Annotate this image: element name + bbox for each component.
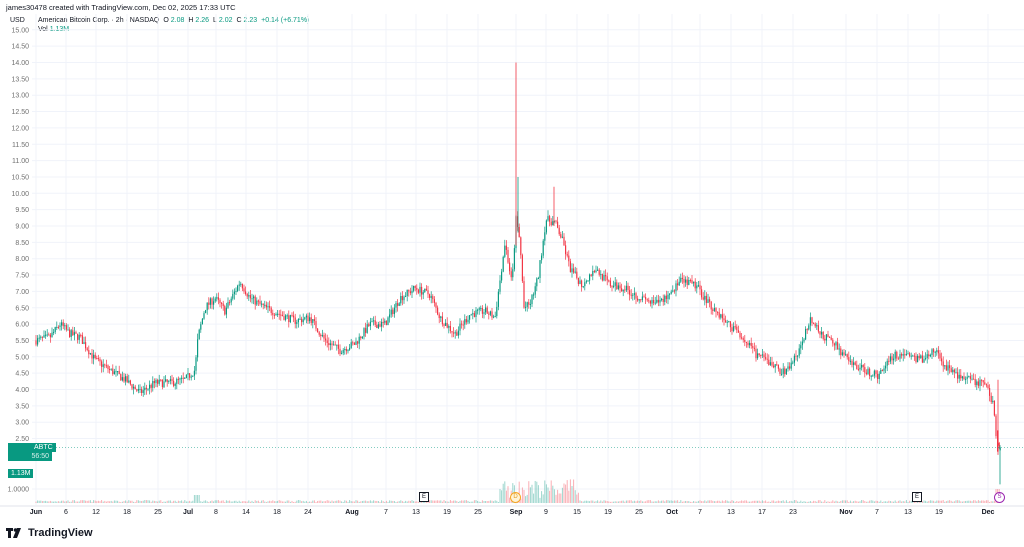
high-label: H	[188, 17, 194, 24]
open-label: O	[163, 17, 169, 24]
earnings-marker[interactable]: E	[419, 492, 429, 502]
x-axis-label: 12	[92, 509, 100, 516]
y-axis-label: 10.00	[11, 191, 29, 198]
x-axis-label: Nov	[839, 509, 852, 516]
x-axis-label: 25	[154, 509, 162, 516]
x-axis-label: 7	[698, 509, 702, 516]
earnings-marker[interactable]: E	[912, 492, 922, 502]
y-axis-label: 12.50	[11, 109, 29, 116]
x-axis-label: 13	[412, 509, 420, 516]
x-axis-label: Jun	[30, 509, 42, 516]
y-axis-label: 11.00	[12, 158, 29, 165]
x-axis-label: 25	[474, 509, 482, 516]
x-axis-label: Aug	[345, 509, 359, 516]
symbol-legend: American Bitcoin Corp. · 2h · NASDAQ O 2.…	[38, 17, 311, 24]
candles	[35, 210, 1000, 449]
y-axis-label: 5.00	[15, 354, 29, 361]
x-axis-label: 23	[789, 509, 797, 516]
y-axis-label: 15.00	[11, 27, 29, 34]
x-axis-label: 7	[384, 509, 388, 516]
y-axis-label: 3.00	[15, 420, 29, 427]
x-axis-label: 15	[573, 509, 581, 516]
high-value: 2.26	[195, 17, 210, 24]
low-value: 2.02	[218, 17, 233, 24]
x-axis-label: 18	[273, 509, 281, 516]
chart-credit: james30478 created with TradingView.com,…	[6, 3, 236, 12]
close-value: 2.23	[243, 17, 258, 24]
tradingview-logo-text: TradingView	[28, 527, 93, 539]
close-label: C	[236, 17, 242, 24]
split-marker[interactable]: S	[994, 492, 1005, 503]
y-axis-label: 14.50	[11, 44, 29, 51]
x-axis-label: 25	[635, 509, 643, 516]
x-axis-label: 13	[904, 509, 912, 516]
x-axis-label: 19	[443, 509, 451, 516]
y-axis-label: 13.00	[11, 93, 29, 100]
x-axis-label: 18	[123, 509, 131, 516]
y-axis-label: 9.00	[15, 224, 29, 231]
tradingview-logo: TradingView	[6, 527, 93, 539]
x-axis-label: 8	[214, 509, 218, 516]
x-axis-label: Sep	[510, 509, 523, 516]
y-axis-label: 6.50	[15, 305, 29, 312]
volume-bars	[35, 479, 1000, 503]
y-axis-label: 11.50	[12, 142, 29, 149]
x-axis-label: 13	[727, 509, 735, 516]
volume-tag: 1.13M	[8, 469, 34, 478]
symbol-tag: ABTC	[31, 443, 56, 452]
y-axis-label: 8.00	[15, 256, 29, 263]
x-axis-label: Oct	[666, 509, 678, 516]
y-axis-label: 7.50	[15, 273, 29, 280]
dividend-marker[interactable]: D	[510, 492, 521, 503]
y-axis-label: 5.50	[15, 338, 29, 345]
x-axis-label: 7	[875, 509, 879, 516]
symbol-title: American Bitcoin Corp. · 2h · NASDAQ	[38, 17, 160, 24]
open-value: 2.08	[170, 17, 185, 24]
currency-label: USD	[10, 17, 25, 24]
y-axis-label: 3.50	[15, 403, 29, 410]
y-axis-label: 13.50	[11, 76, 29, 83]
x-axis-label: 17	[758, 509, 766, 516]
y-axis-label: 4.50	[15, 371, 29, 378]
y-axis-label: 1.0000	[8, 487, 30, 494]
y-axis-label: 12.00	[11, 125, 29, 132]
y-axis-label: 7.00	[15, 289, 29, 296]
x-axis-label: 9	[544, 509, 548, 516]
y-axis-label: 8.50	[15, 240, 29, 247]
x-axis-label: 19	[935, 509, 943, 516]
y-axis-label: 14.00	[11, 60, 29, 67]
bar-countdown: 56:50	[31, 453, 49, 460]
low-label: L	[213, 17, 217, 24]
y-axis-label: 2.50	[15, 436, 29, 443]
x-axis-label: 24	[304, 509, 312, 516]
x-axis-label: Jul	[183, 509, 193, 516]
x-axis-label: Dec	[982, 509, 995, 516]
y-axis-label: 4.00	[15, 387, 29, 394]
change-value: +0.14 (+6.71%)	[261, 17, 310, 24]
y-axis-label: 10.50	[11, 174, 29, 181]
y-axis-label: 9.50	[15, 207, 29, 214]
y-axis-label: 6.00	[15, 322, 29, 329]
tradingview-logo-icon	[6, 528, 21, 538]
x-axis-label: 14	[242, 509, 250, 516]
x-axis-label: 19	[604, 509, 612, 516]
x-axis-label: 6	[64, 509, 68, 516]
